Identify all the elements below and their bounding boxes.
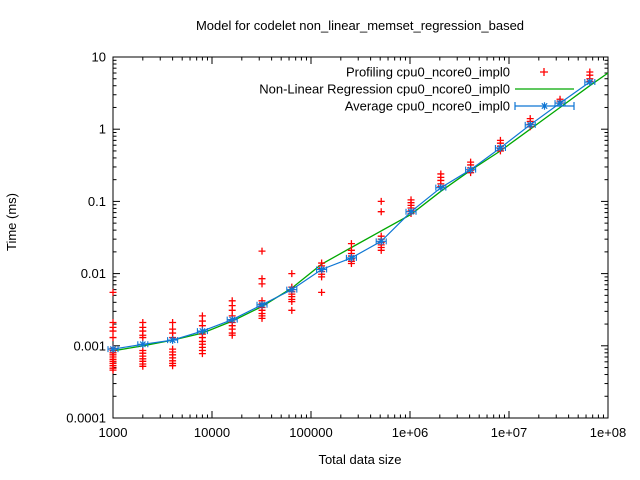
legend-item-average: Average cpu0_ncore0_impl0: [345, 99, 575, 114]
plus-marker-icon: [109, 288, 117, 296]
x-tick-label: 1000: [99, 425, 128, 440]
asterisk-marker-icon: [288, 285, 295, 294]
plus-marker-icon: [169, 362, 177, 370]
legend-label-profiling: Profiling cpu0_ncore0_impl0: [346, 65, 510, 80]
x-tick-label: 1e+07: [491, 425, 528, 440]
series-regression-line: [112, 72, 609, 352]
asterisk-marker-icon: [348, 254, 355, 262]
plus-marker-icon: [258, 247, 266, 255]
plus-marker-icon: [139, 362, 147, 370]
asterisk-marker-icon: [378, 237, 385, 246]
y-axis-label: Time (ms): [4, 193, 19, 251]
plus-marker-icon: [288, 298, 296, 306]
y-tick-label: 0.01: [81, 266, 106, 281]
series-profiling-points: [109, 68, 594, 374]
plus-marker-icon: [288, 270, 296, 278]
asterisk-marker-icon: [139, 340, 146, 349]
plus-marker-icon: [109, 327, 117, 335]
x-axis-label: Total data size: [318, 452, 401, 467]
asterisk-marker-icon: [169, 336, 176, 344]
asterisk-marker-icon: [258, 300, 266, 309]
chart-title: Model for codelet non_linear_memset_regr…: [196, 18, 524, 33]
plus-marker-icon: [540, 68, 548, 76]
plus-marker-icon: [109, 366, 117, 374]
plot-border: [112, 56, 609, 419]
plus-marker-icon: [288, 306, 296, 314]
legend-label-average: Average cpu0_ncore0_impl0: [345, 99, 510, 114]
x-tick-label: 1e+08: [590, 425, 627, 440]
x-tick-label: 10000: [194, 425, 230, 440]
asterisk-marker-icon: [467, 165, 474, 174]
legend: Profiling cpu0_ncore0_impl0 Non-Linear R…: [259, 65, 575, 114]
asterisk-marker-icon: [586, 78, 593, 86]
asterisk-marker-icon: [541, 102, 548, 110]
asterisk-marker-icon: [497, 144, 504, 152]
plus-marker-icon: [109, 334, 117, 342]
y-tick-label: 1: [99, 122, 106, 137]
asterisk-marker-icon: [527, 121, 534, 129]
plus-marker-icon: [377, 208, 385, 216]
plus-marker-icon: [258, 314, 266, 322]
asterisk-marker-icon: [437, 183, 444, 192]
plus-marker-icon: [198, 350, 206, 358]
asterisk-marker-icon: [109, 345, 117, 353]
y-tick-label: 0.1: [88, 194, 106, 209]
legend-item-profiling: Profiling cpu0_ncore0_impl0: [346, 65, 548, 80]
plus-marker-icon: [139, 334, 147, 342]
plus-marker-icon: [169, 319, 177, 327]
asterisk-marker-icon: [407, 207, 415, 216]
plus-marker-icon: [318, 273, 326, 281]
legend-label-regression: Non-Linear Regression cpu0_ncore0_impl0: [259, 82, 510, 97]
y-tick-label: 0.0001: [66, 411, 106, 426]
asterisk-marker-icon: [229, 315, 236, 324]
plus-marker-icon: [377, 197, 385, 205]
plus-marker-icon: [377, 246, 385, 254]
legend-sample-average-errorbar-icon: [514, 102, 575, 110]
legend-item-regression: Non-Linear Regression cpu0_ncore0_impl0: [259, 82, 574, 97]
y-tick-label: 0.001: [73, 338, 106, 353]
series-average-line: [107, 78, 596, 353]
plus-marker-icon: [318, 288, 326, 296]
x-tick-label: 1e+06: [392, 425, 429, 440]
y-tick-label: 10: [92, 50, 106, 65]
plot-series: [107, 68, 609, 374]
axes: 1000 10000 100000 1e+06 1e+07 1e+08 10 1 0.1 0.01…: [66, 50, 626, 441]
asterisk-marker-icon: [318, 265, 325, 274]
x-tick-label: 100000: [289, 425, 332, 440]
asterisk-marker-icon: [199, 327, 206, 335]
plus-marker-icon: [258, 280, 266, 288]
legend-sample-profiling-plus-icon: [540, 68, 548, 76]
plus-marker-icon: [347, 240, 355, 248]
plus-marker-icon: [228, 331, 236, 339]
